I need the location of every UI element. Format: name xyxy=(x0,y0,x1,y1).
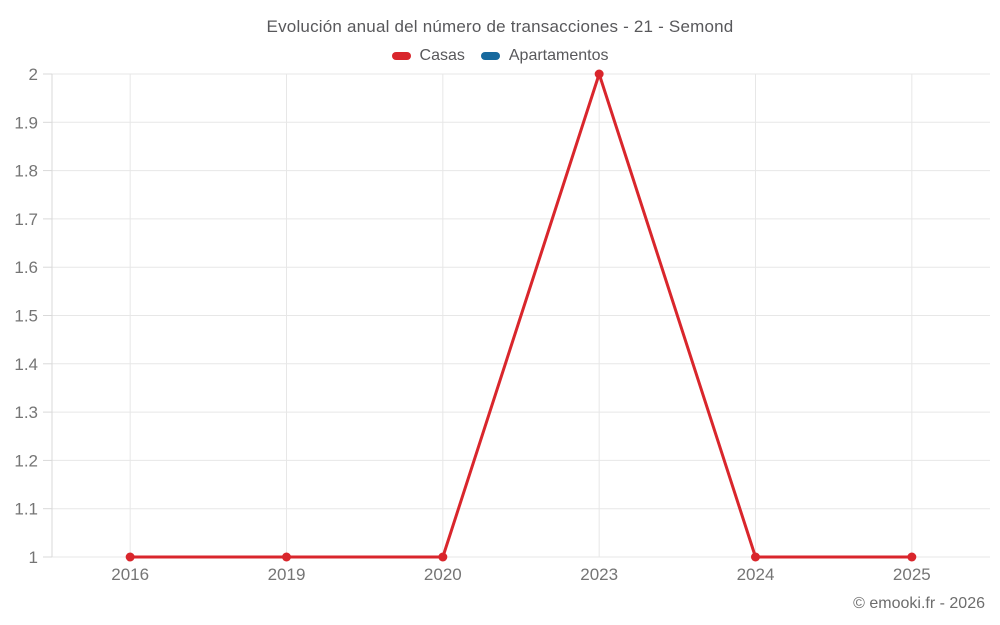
data-point-casas[interactable] xyxy=(751,552,760,562)
chart-legend: Casas Apartamentos xyxy=(0,47,1000,65)
data-point-casas[interactable] xyxy=(438,552,448,562)
y-tick-label: 1.2 xyxy=(14,451,38,470)
x-tick-label: 2023 xyxy=(580,565,618,584)
y-tick-label: 1.6 xyxy=(14,258,38,277)
y-tick-label: 1.4 xyxy=(14,355,38,374)
y-tick-label: 1.9 xyxy=(14,113,38,132)
x-tick-label: 2024 xyxy=(737,565,775,584)
x-tick-label: 2020 xyxy=(424,565,462,584)
legend-item-apartamentos[interactable]: Apartamentos xyxy=(480,47,609,65)
series-line-casas xyxy=(128,72,914,559)
x-tick-label: 2019 xyxy=(268,565,306,584)
y-tick-label: 1.8 xyxy=(14,162,38,181)
y-tick-label: 1.3 xyxy=(14,403,38,422)
y-tick-label: 2 xyxy=(29,65,38,84)
data-point-casas[interactable] xyxy=(125,552,135,562)
x-tick-label: 2016 xyxy=(111,565,149,584)
casas-series-swatch-icon xyxy=(391,52,411,60)
y-tick-label: 1.7 xyxy=(14,210,38,229)
apartamentos-series-swatch-icon xyxy=(480,52,500,60)
legend-label-apartamentos: Apartamentos xyxy=(508,47,609,64)
copyright-credit: © emooki.fr - 2026 xyxy=(853,595,985,612)
chart-title: Evolución anual del número de transaccio… xyxy=(266,17,734,36)
legend-item-casas[interactable]: Casas xyxy=(391,47,465,65)
y-tick-label: 1 xyxy=(29,548,38,567)
data-point-casas[interactable] xyxy=(594,69,604,79)
x-tick-label: 2025 xyxy=(893,565,931,584)
y-tick-label: 1.1 xyxy=(14,500,38,519)
y-tick-label: 1.5 xyxy=(14,307,38,326)
legend-label-casas: Casas xyxy=(419,47,465,64)
data-point-casas[interactable] xyxy=(907,552,917,562)
data-point-casas[interactable] xyxy=(282,552,291,562)
